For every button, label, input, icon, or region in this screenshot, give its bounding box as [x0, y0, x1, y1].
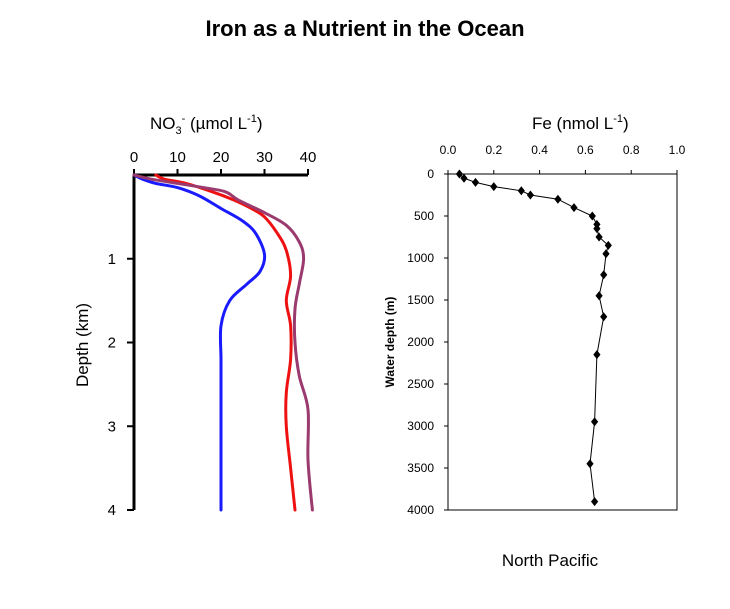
data-point-marker — [471, 177, 480, 187]
data-point-marker — [526, 190, 534, 200]
plot-frame — [447, 173, 678, 511]
data-point-marker — [600, 312, 608, 322]
y-tick-label: 3500 — [407, 461, 434, 475]
data-point-marker — [595, 291, 603, 301]
data-point-marker — [602, 249, 610, 259]
x-tick-label: 10 — [169, 149, 186, 166]
y-tick-label: 0 — [427, 167, 434, 181]
y-tick-label: 500 — [414, 209, 434, 223]
data-point-marker — [554, 194, 562, 204]
x-tick-label: 30 — [256, 149, 273, 166]
y-axis-label: Water depth (m) — [383, 297, 397, 388]
data-point-marker — [586, 459, 594, 469]
x-tick-label: 0.6 — [577, 143, 594, 157]
data-point-marker — [570, 203, 578, 213]
y-tick-label: 4000 — [407, 503, 434, 517]
x-tick-label: 0.0 — [440, 143, 457, 157]
x-tick-label: 0.2 — [485, 143, 502, 157]
x-axis-label: Fe (nmol L-1) — [532, 113, 629, 133]
x-tick-label: 0 — [130, 149, 138, 166]
data-point-marker — [588, 211, 596, 221]
nitrate-series-line-3 — [132, 173, 314, 512]
region-caption: North Pacific — [501, 551, 599, 570]
data-point-marker — [591, 497, 599, 507]
y-tick-label: 4 — [108, 502, 116, 519]
x-tick-label: 0.4 — [531, 143, 548, 157]
data-point-marker — [591, 417, 599, 427]
data-point-marker — [455, 169, 464, 179]
y-tick-label: 2000 — [407, 335, 434, 349]
x-tick-label: 0.8 — [623, 143, 640, 157]
x-tick-label: 40 — [300, 149, 317, 166]
y-axis-label: Depth (km) — [73, 303, 92, 387]
data-point-marker — [593, 224, 601, 234]
y-tick-label: 2500 — [407, 377, 434, 391]
y-tick-label: 1 — [108, 251, 116, 268]
y-tick-label: 3 — [108, 418, 116, 435]
page-title: Iron as a Nutrient in the Ocean — [205, 16, 525, 41]
x-tick-label: 20 — [213, 149, 230, 166]
data-point-marker — [595, 232, 603, 242]
data-point-marker — [593, 350, 601, 360]
x-tick-label: 1.0 — [669, 143, 686, 157]
data-point-marker — [460, 173, 468, 183]
data-point-marker — [517, 186, 525, 196]
y-tick-label: 1500 — [407, 293, 434, 307]
data-point-marker — [600, 270, 608, 280]
iron-series-line — [459, 173, 609, 502]
y-tick-label: 2 — [108, 335, 116, 352]
nitrate-series-line-1 — [132, 173, 267, 512]
y-tick-label: 1000 — [407, 251, 434, 265]
y-tick-label: 3000 — [407, 419, 434, 433]
x-axis-label: NO3- (µmol L-1) — [150, 113, 263, 137]
data-point-marker — [490, 182, 498, 192]
data-point-marker — [604, 240, 612, 250]
